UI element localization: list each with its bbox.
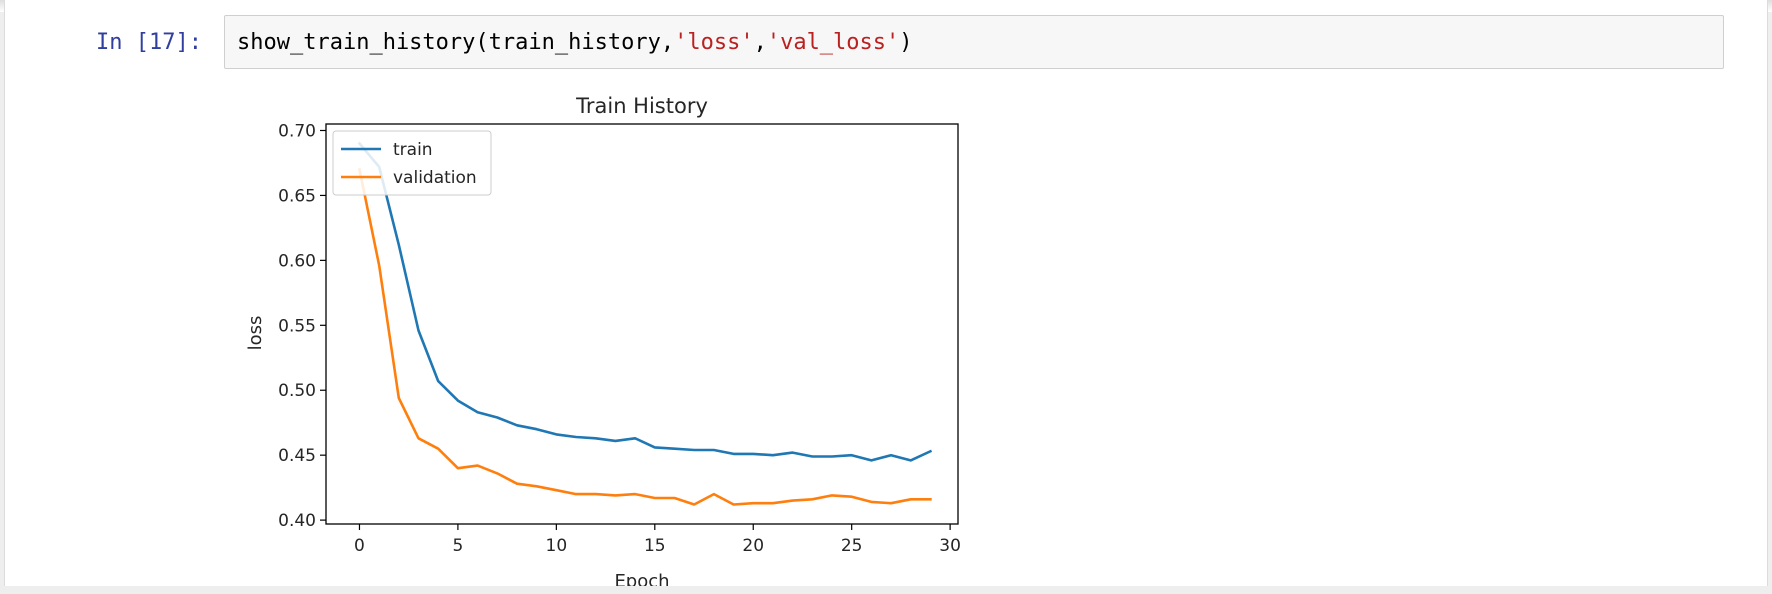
- code-close-paren: ): [899, 30, 913, 55]
- series-line-validation: [357, 167, 932, 506]
- code-line[interactable]: show_train_history(train_history,'loss',…: [237, 30, 913, 55]
- y-tick-label: 0.55: [278, 316, 316, 336]
- series-line-train: [357, 141, 933, 462]
- legend-label-validation: validation: [393, 168, 477, 188]
- cell-prompt: In [17]:: [96, 30, 202, 55]
- train-history-chart: Train History loss Epoch 0 5 10 15 20 25 300.4…: [245, 94, 961, 592]
- legend-box: [332, 130, 492, 196]
- y-tick-label: 0.60: [278, 251, 316, 271]
- notebook-container: [4, 0, 1768, 594]
- y-axis-label: loss: [245, 316, 266, 351]
- x-tick-label: 15: [644, 536, 666, 556]
- notebook-bottom-edge: [0, 586, 1772, 594]
- x-tick-label: 20: [742, 536, 764, 556]
- x-tick-label: 30: [939, 536, 961, 556]
- legend-label-train: train: [393, 140, 433, 160]
- y-tick-label: 0.45: [278, 446, 316, 466]
- plot-area: 0 5 10 15 20 25 30 0.40 0.45 0.50 0.55 0.60 0.65 0.70…: [278, 121, 961, 556]
- x-tick-label: 0: [354, 536, 365, 556]
- x-tick-label: 5: [452, 536, 463, 556]
- code-comma: ,: [753, 30, 767, 55]
- y-tick-label: 0.70: [278, 121, 316, 141]
- code-string-val-loss: 'val_loss': [766, 30, 900, 55]
- chart-title: Train History: [575, 94, 708, 118]
- x-tick-label: 25: [841, 536, 863, 556]
- code-cell-input[interactable]: show_train_history(train_history,'loss',…: [224, 15, 1724, 69]
- plot-frame: [325, 123, 959, 525]
- y-tick-label: 0.40: [278, 511, 316, 531]
- x-tick-label: 10: [546, 536, 568, 556]
- y-tick-label: 0.65: [278, 186, 316, 206]
- y-tick-label: 0.50: [278, 381, 316, 401]
- code-function-call: show_train_history(train_history,: [237, 30, 675, 55]
- code-string-loss: 'loss': [674, 30, 754, 55]
